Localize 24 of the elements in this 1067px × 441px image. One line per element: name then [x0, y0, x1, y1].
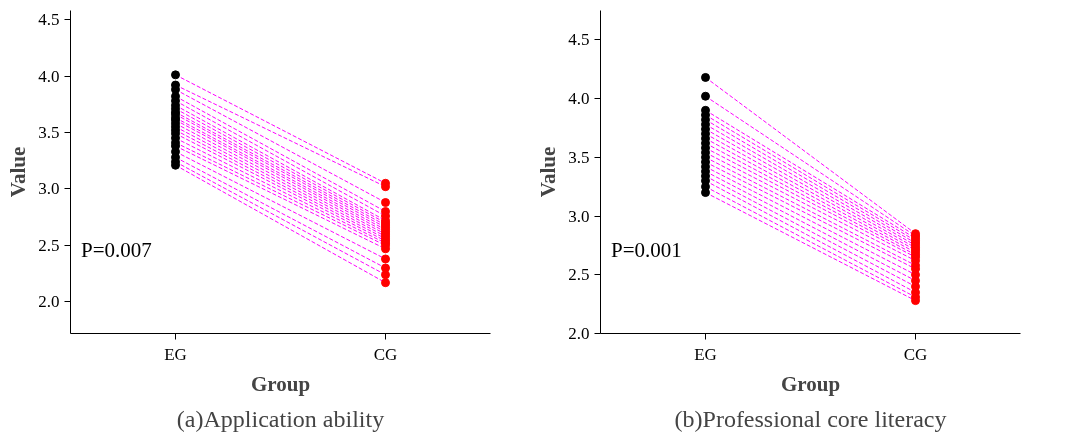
x-axis-title: Group: [250, 371, 311, 396]
y-tick-label: 3.0: [568, 206, 590, 226]
y-tick-label: 2.5: [38, 235, 60, 255]
y-tick-label: 3.5: [568, 147, 590, 167]
x-tick-label: EG: [694, 344, 717, 364]
y-tick-label: 4.0: [568, 89, 590, 109]
text: (b)Professional core literacy: [674, 405, 947, 432]
y-axis-title: Value: [6, 146, 31, 198]
y-tick-label: 2.0: [568, 324, 590, 343]
y-tick-label: 4.5: [568, 30, 590, 50]
y-tick-label: 2.0: [38, 292, 60, 312]
y-axis-title: Value: [536, 146, 561, 198]
y-tick-label: 3.0: [38, 179, 60, 199]
text: (a)Application ability: [176, 405, 385, 432]
y-tick-label: 4.0: [38, 66, 60, 86]
x-tick-label: CG: [903, 344, 928, 364]
annotation: P=0.007: [81, 238, 152, 263]
y-tick-label: 4.5: [38, 10, 60, 30]
annotation: P=0.001: [611, 238, 682, 263]
x-tick-label: EG: [164, 344, 187, 364]
y-tick-label: 3.5: [38, 122, 60, 142]
y-tick-label: 2.5: [568, 265, 590, 285]
x-axis-title: Group: [780, 371, 841, 396]
x-tick-label: CG: [373, 344, 398, 364]
